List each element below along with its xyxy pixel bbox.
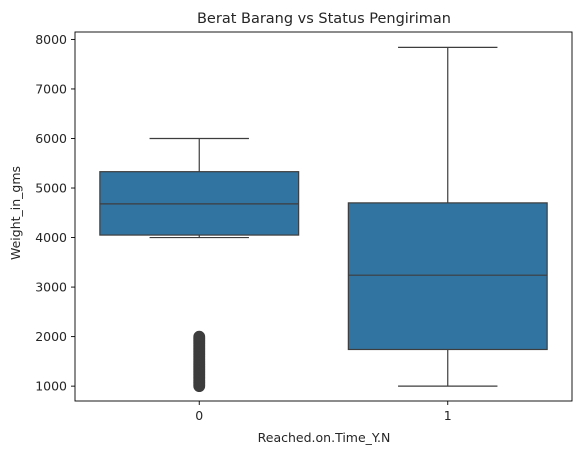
box-iqr	[347, 202, 548, 351]
box-group-1	[347, 46, 548, 387]
y-tick-label: 3000	[35, 280, 67, 295]
x-tick-label: 1	[444, 408, 452, 423]
plot-frame	[74, 31, 573, 402]
y-tick-label: 2000	[35, 329, 67, 344]
y-tick-label: 5000	[35, 181, 67, 196]
outlier-point	[193, 330, 206, 343]
y-tick-label: 1000	[35, 379, 67, 394]
y-axis-label: Weight_in_gms	[8, 166, 23, 260]
plot-area	[99, 46, 548, 393]
y-axis: 1000 2000 3000 4000 5000 6000 7000 8000	[35, 32, 75, 394]
x-tick-label: 0	[195, 408, 203, 423]
y-tick-label: 7000	[35, 81, 67, 96]
box-group-0	[99, 137, 300, 393]
outliers-0	[193, 330, 206, 393]
y-tick-label: 6000	[35, 131, 67, 146]
y-tick-label: 4000	[35, 230, 67, 245]
chart-title: Berat Barang vs Status Pengiriman	[197, 11, 451, 27]
x-axis-label: Reached.on.Time_Y.N	[258, 430, 391, 445]
y-tick-label: 8000	[35, 32, 67, 47]
